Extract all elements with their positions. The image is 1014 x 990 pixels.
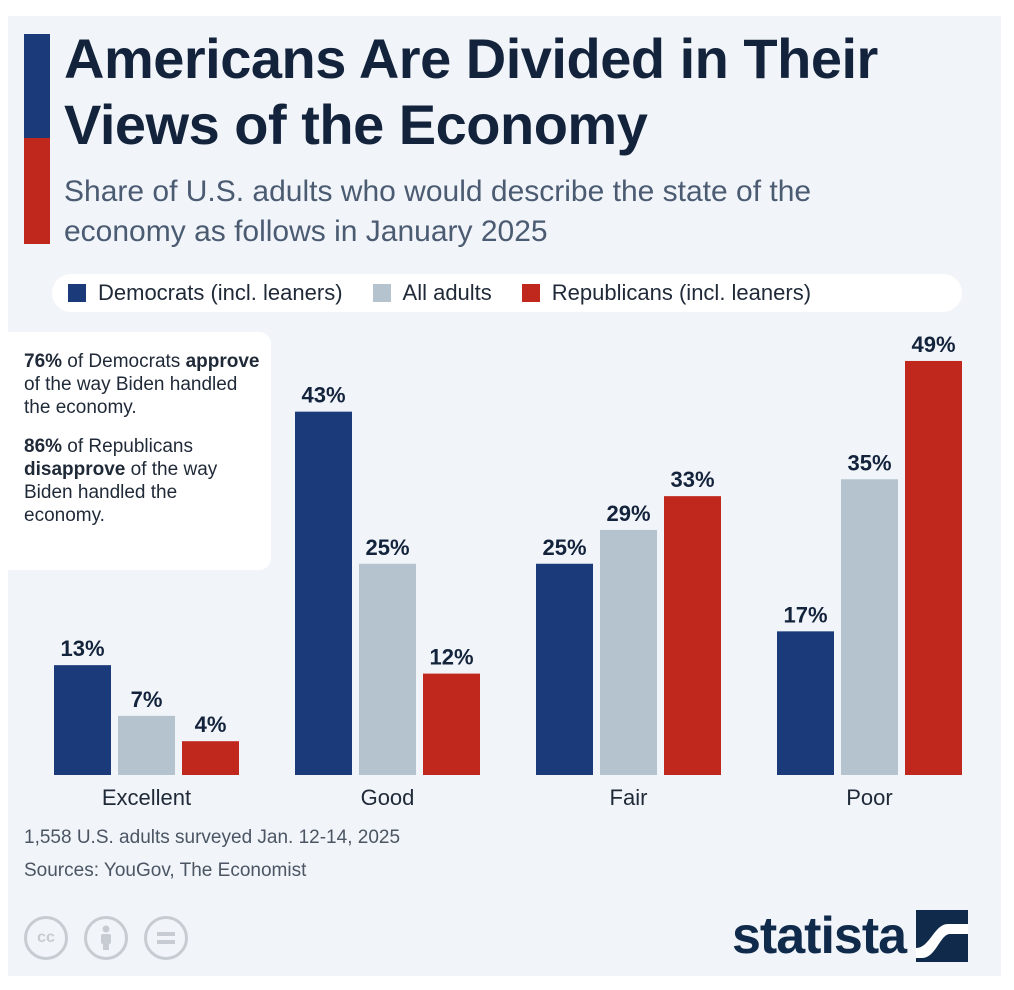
legend-item-democrats: Democrats (incl. leaners) xyxy=(68,280,343,306)
legend-swatch-republicans xyxy=(521,284,540,302)
logo-text: statista xyxy=(732,907,907,965)
annotation-box: 76% of Democrats approve of the way Bide… xyxy=(8,332,271,570)
accent-bar-red xyxy=(24,138,50,244)
bar-all-adults-poor xyxy=(841,479,898,775)
bar-republicans-excellent xyxy=(182,741,239,775)
license-icons[interactable]: cc xyxy=(24,916,204,960)
annotation-democrats: 76% of Democrats approve of the way Bide… xyxy=(24,351,260,418)
accent-bar xyxy=(24,34,50,244)
data-label-republicans-poor: 49% xyxy=(911,332,955,357)
data-label-democrats-fair: 25% xyxy=(542,535,586,560)
accent-bar-blue xyxy=(24,34,50,138)
data-label-all-adults-excellent: 7% xyxy=(131,687,163,712)
bar-democrats-excellent xyxy=(54,665,111,775)
data-label-democrats-good: 43% xyxy=(301,383,345,408)
data-label-democrats-poor: 17% xyxy=(783,602,827,627)
bar-republicans-poor xyxy=(905,360,962,775)
data-label-republicans-fair: 33% xyxy=(670,467,714,492)
data-label-republicans-good: 12% xyxy=(429,645,473,670)
bar-republicans-fair xyxy=(664,496,721,775)
category-label-poor: Poor xyxy=(846,785,892,810)
legend-label-democrats: Democrats (incl. leaners) xyxy=(98,280,343,305)
bar-republicans-good xyxy=(423,673,480,775)
source-note: Sources: YouGov, The Economist xyxy=(24,860,307,881)
chart-subtitle: Share of U.S. adults who would describe … xyxy=(64,175,812,248)
bar-all-adults-fair xyxy=(600,529,657,775)
statista-logo[interactable]: statista xyxy=(732,906,969,966)
legend-swatch-democrats xyxy=(68,284,86,302)
by-icon[interactable] xyxy=(84,916,128,960)
bar-democrats-fair xyxy=(536,563,593,775)
survey-note: 1,558 U.S. adults surveyed Jan. 12-14, 2… xyxy=(24,827,401,848)
category-label-good: Good xyxy=(361,785,415,810)
legend-swatch-all-adults xyxy=(372,284,391,302)
chart-title: Americans Are Divided in Their Views of … xyxy=(64,27,878,156)
data-label-all-adults-poor: 35% xyxy=(847,450,891,475)
category-label-excellent: Excellent xyxy=(102,785,191,810)
category-label-fair: Fair xyxy=(610,785,648,810)
bar-all-adults-excellent xyxy=(118,715,175,775)
cc-icon[interactable]: cc xyxy=(24,916,68,960)
data-label-republicans-excellent: 4% xyxy=(195,712,227,737)
legend-label-republicans: Republicans (incl. leaners) xyxy=(551,280,812,305)
bar-chart: 13% 7% 4% Excellent 43% 25% 12% Good 25% 29% 33% Fa… xyxy=(54,332,962,810)
bar-all-adults-good xyxy=(359,563,416,775)
legend-item-republicans: Republicans (incl. leaners) xyxy=(521,280,812,306)
data-label-all-adults-good: 25% xyxy=(365,535,409,560)
legend-label-all-adults: All adults xyxy=(402,280,492,305)
nd-icon[interactable] xyxy=(144,916,188,960)
bar-democrats-good xyxy=(295,411,352,775)
legend: Democrats (incl. leaners) All adults Rep… xyxy=(52,274,962,312)
statista-mark-icon xyxy=(916,910,969,962)
annotation-republicans: 86% of Republicans disapprove of the way… xyxy=(24,436,218,526)
data-label-democrats-excellent: 13% xyxy=(60,636,104,661)
bar-democrats-poor xyxy=(777,631,834,775)
legend-item-all-adults: All adults xyxy=(372,280,492,306)
data-label-all-adults-fair: 29% xyxy=(606,501,650,526)
